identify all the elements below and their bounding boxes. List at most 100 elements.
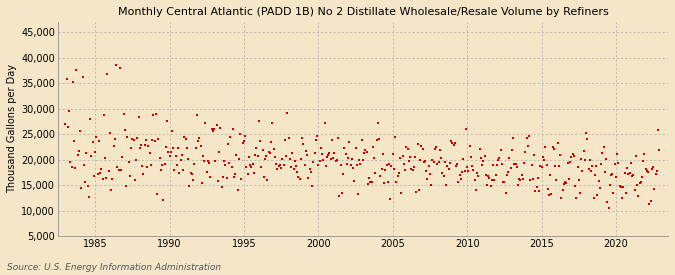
Point (189, 162, 200, 166)
Point (185, 171, 196, 176)
Point (136, 143, 146, 147)
Point (549, 147, 560, 152)
Point (371, 138, 382, 142)
Point (303, 175, 314, 180)
Point (126, 145, 136, 150)
Point (490, 173, 501, 177)
Point (622, 165, 632, 170)
Point (164, 153, 175, 158)
Point (478, 159, 489, 163)
Point (433, 160, 444, 164)
Point (624, 171, 635, 175)
Point (431, 144, 441, 149)
Point (132, 136, 142, 140)
Point (613, 160, 624, 165)
Point (265, 151, 275, 155)
Point (192, 113, 202, 117)
Point (109, 137, 120, 141)
Point (550, 164, 561, 168)
Point (95, 170, 105, 175)
Point (72, 153, 83, 158)
Point (472, 171, 483, 175)
Point (124, 174, 135, 178)
Point (585, 158, 595, 162)
Point (235, 131, 246, 136)
Point (195, 143, 206, 148)
Point (209, 127, 219, 131)
Point (493, 158, 504, 162)
Point (168, 146, 179, 150)
Point (70, 166, 80, 170)
Point (261, 154, 271, 158)
Point (524, 134, 535, 138)
Point (475, 156, 486, 161)
Point (306, 184, 317, 188)
Point (61, 77, 72, 81)
Point (364, 176, 375, 180)
Point (435, 148, 446, 152)
Point (335, 163, 346, 168)
Point (121, 184, 132, 188)
Point (284, 157, 295, 161)
Point (211, 122, 222, 127)
Point (319, 120, 330, 125)
Point (386, 164, 397, 168)
Point (647, 167, 657, 171)
Point (348, 166, 358, 170)
Point (106, 188, 117, 192)
Point (184, 184, 195, 189)
Point (146, 163, 157, 167)
Point (417, 147, 428, 151)
Point (644, 202, 655, 207)
Point (122, 135, 133, 140)
Point (173, 146, 184, 150)
Point (456, 177, 466, 182)
Point (251, 145, 262, 150)
Point (287, 151, 298, 155)
Point (137, 164, 148, 168)
Point (194, 136, 205, 140)
Point (638, 158, 649, 163)
Point (223, 161, 234, 165)
Point (254, 139, 265, 143)
Point (592, 193, 603, 197)
Point (217, 175, 228, 180)
Point (514, 177, 524, 182)
Point (190, 146, 201, 150)
Point (389, 166, 400, 171)
Point (256, 164, 267, 169)
Point (611, 175, 622, 180)
Point (587, 164, 598, 168)
Point (346, 157, 357, 161)
Point (93, 139, 104, 144)
Point (535, 164, 545, 168)
Point (143, 144, 154, 148)
Point (580, 131, 591, 135)
Point (373, 121, 383, 125)
Point (526, 163, 537, 167)
Point (315, 145, 326, 150)
Point (407, 167, 418, 172)
Point (540, 144, 551, 149)
Point (238, 139, 249, 143)
Point (63, 109, 74, 113)
Point (314, 159, 325, 164)
Point (222, 142, 233, 146)
Point (144, 151, 155, 155)
Point (169, 168, 180, 172)
Point (607, 172, 618, 176)
Point (329, 151, 340, 155)
Point (466, 163, 477, 168)
Point (134, 146, 145, 151)
Point (290, 159, 300, 164)
Point (641, 169, 652, 174)
Point (238, 141, 248, 145)
Point (105, 131, 115, 136)
Point (604, 183, 615, 187)
Point (340, 152, 351, 157)
Point (272, 167, 283, 171)
Point (155, 168, 166, 172)
Point (97, 177, 108, 181)
Point (374, 137, 385, 141)
Point (178, 167, 188, 172)
